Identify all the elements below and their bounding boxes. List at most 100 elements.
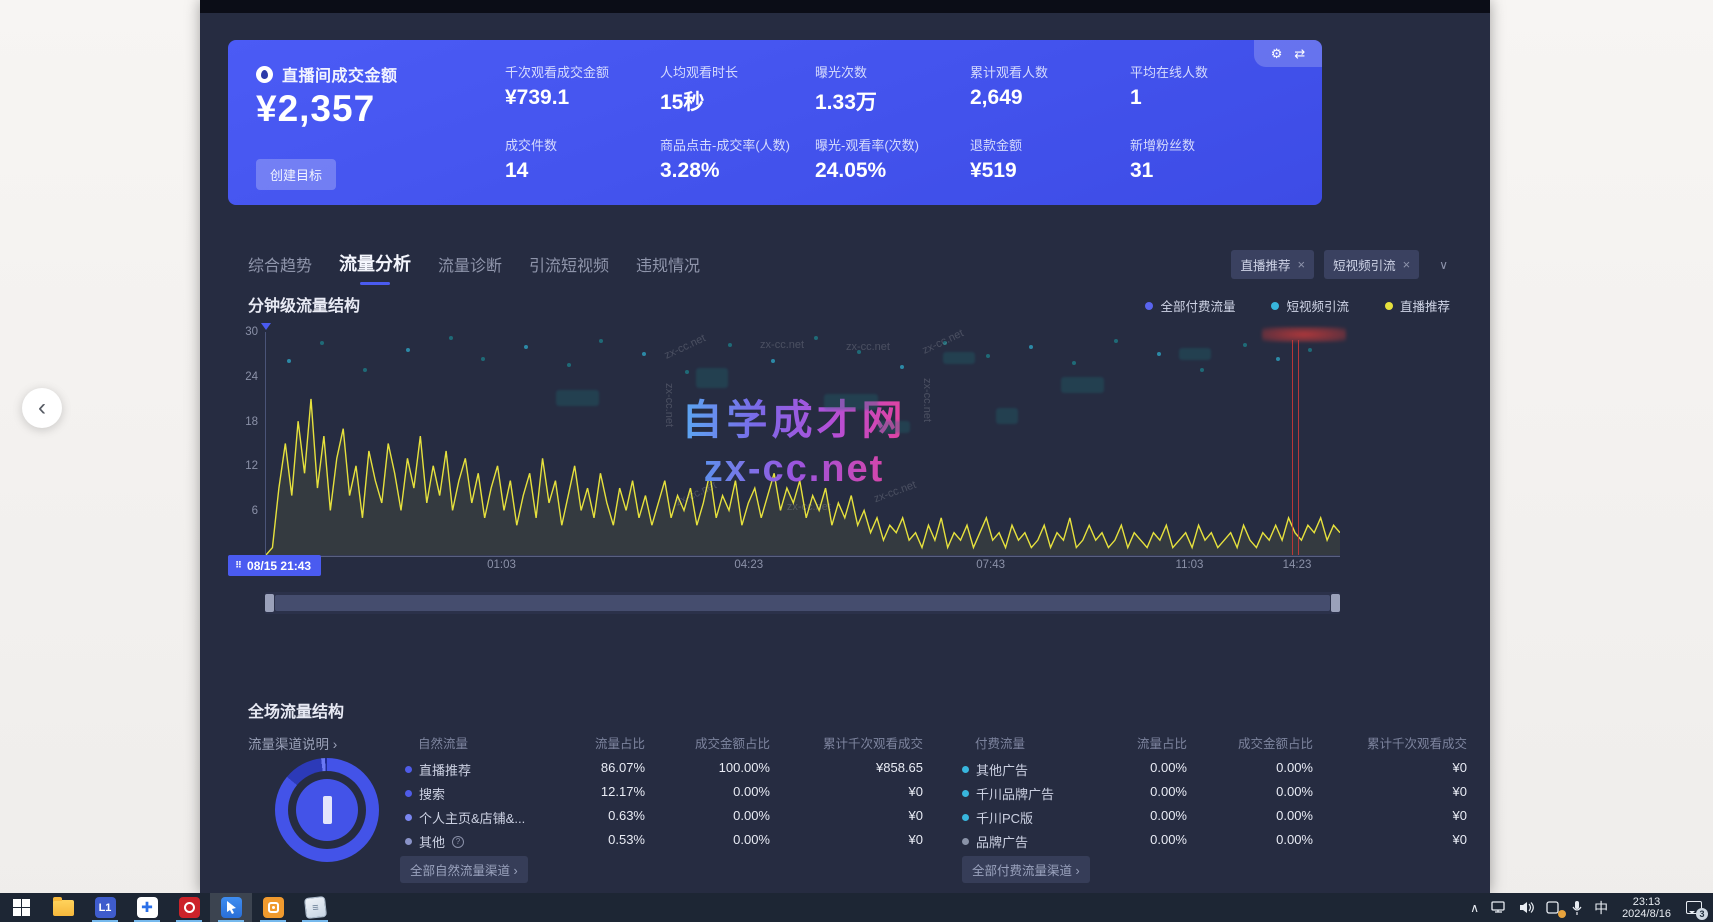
- tab-violations[interactable]: 违规情况: [636, 258, 701, 275]
- axis-marker-icon: [261, 323, 271, 335]
- folder-icon: [52, 896, 74, 916]
- close-icon[interactable]: ×: [1297, 257, 1306, 272]
- short-video-scatter-point: [942, 340, 947, 345]
- taskbar-app-browser[interactable]: [168, 893, 210, 922]
- close-icon[interactable]: ×: [1402, 257, 1411, 272]
- scrollbar-left-handle[interactable]: [265, 594, 274, 612]
- legend-live-recommend[interactable]: 直播推荐: [1384, 296, 1450, 315]
- short-video-scatter-point: [856, 349, 861, 354]
- docs-app-icon: ✚: [136, 897, 158, 918]
- table-row[interactable]: 品牌广告: [962, 832, 1028, 851]
- channel-explain-link[interactable]: 流量渠道说明 ›: [248, 737, 338, 752]
- traffic-donut-chart[interactable]: [275, 758, 379, 862]
- time-range-scrollbar[interactable]: [265, 592, 1340, 614]
- legend-short-video[interactable]: 短视频引流: [1271, 296, 1349, 315]
- taskbar-app-live-companion[interactable]: [210, 893, 252, 922]
- watermark-tile: zx-cc.net: [760, 338, 805, 351]
- artifact-blob: [878, 421, 911, 434]
- legend-paid-traffic[interactable]: 全部付费流量: [1145, 296, 1235, 315]
- short-video-scatter-point: [985, 354, 990, 359]
- info-icon[interactable]: ?: [452, 835, 465, 848]
- short-video-scatter-point: [727, 343, 732, 348]
- short-video-scatter-point: [1200, 367, 1205, 372]
- legend-dot: [1145, 301, 1154, 310]
- tab-traffic-diagnosis[interactable]: 流量诊断: [438, 258, 503, 275]
- kpi-hero-card: 直播间成交金额 ¥2,357 创建目标 ⚙ ⇄ 千次观看成交金额 ¥739.1 人…: [228, 40, 1322, 205]
- microphone-icon[interactable]: [1566, 893, 1588, 922]
- scrollbar-right-handle[interactable]: [1331, 594, 1340, 612]
- gear-icon[interactable]: ⚙: [1270, 46, 1283, 61]
- metric-cell: 曝光-观看率(次数) 24.05%: [815, 138, 919, 182]
- volume-icon[interactable]: [1513, 893, 1540, 922]
- all-natural-channels-link[interactable]: 全部自然流量渠道 ›: [400, 856, 528, 883]
- tab-overall-trend[interactable]: 综合趋势: [248, 258, 313, 275]
- artifact-blob: [1178, 347, 1212, 360]
- back-button[interactable]: ‹: [22, 388, 62, 428]
- metric-cell: 累计观看人数 2,649: [970, 65, 1049, 109]
- browser-icon: [178, 897, 200, 918]
- short-video-scatter-point: [770, 358, 775, 363]
- table-row[interactable]: 直播推荐: [405, 760, 471, 779]
- short-video-scatter-point: [1307, 347, 1312, 352]
- hero-corner-tools: ⚙ ⇄: [1254, 40, 1322, 67]
- table-row[interactable]: 千川PC版: [962, 808, 1033, 827]
- chevron-right-icon: ›: [332, 737, 338, 752]
- taskbar-app-l1[interactable]: L1: [84, 893, 126, 922]
- short-video-scatter-point: [480, 356, 485, 361]
- table-row[interactable]: 个人主页&店铺&...: [405, 808, 525, 827]
- notification-icon: [1686, 901, 1702, 914]
- notification-center[interactable]: 3: [1679, 893, 1709, 922]
- short-video-scatter-point: [566, 363, 571, 368]
- l1-app-icon: L1: [94, 897, 116, 918]
- stream-end-marker-line: [1298, 340, 1300, 555]
- table-row[interactable]: 其他广告: [962, 760, 1028, 779]
- taskbar-file-explorer[interactable]: [42, 893, 84, 922]
- range-start-handle[interactable]: ⠿ 08/15 21:43: [228, 555, 322, 576]
- short-video-scatter-point: [684, 369, 689, 374]
- taskbar-app-notepad[interactable]: ≡: [294, 893, 336, 922]
- short-video-scatter-point: [1114, 338, 1119, 343]
- x-tick-label: 01:03: [487, 559, 516, 571]
- tab-short-video[interactable]: 引流短视频: [529, 258, 610, 275]
- artifact-blob: [1060, 376, 1104, 393]
- taskbar-app-recorder[interactable]: [252, 893, 294, 922]
- range-start-time: 08/15 21:43: [247, 558, 312, 573]
- natural-traffic-header: 自然流量: [418, 737, 469, 751]
- artifact-blob: [555, 389, 599, 406]
- ime-indicator[interactable]: 中: [1594, 899, 1609, 916]
- chevron-down-icon[interactable]: ∨: [1439, 257, 1448, 272]
- x-tick-label: 04:23: [734, 559, 764, 571]
- short-video-scatter-point: [523, 345, 528, 350]
- start-button[interactable]: [0, 893, 42, 922]
- filter-chip-live-recommend[interactable]: 直播推荐 ×: [1231, 250, 1315, 279]
- short-video-scatter-point: [1028, 345, 1033, 350]
- short-video-scatter-point: [405, 347, 410, 352]
- tab-traffic-analysis[interactable]: 流量分析: [339, 250, 411, 285]
- all-paid-channels-link[interactable]: 全部付费流量渠道 ›: [962, 856, 1090, 883]
- watermark-tile: zx-cc.net: [786, 501, 831, 514]
- table-row[interactable]: 搜索: [405, 784, 445, 803]
- table-row[interactable]: 其他?: [405, 832, 465, 851]
- short-video-scatter-point: [1243, 343, 1248, 348]
- paid-traffic-header: 付费流量: [975, 737, 1026, 751]
- taskbar-clock[interactable]: 23:13 2024/8/16: [1614, 893, 1679, 922]
- app-tray-icon[interactable]: [1540, 893, 1567, 922]
- watermark-tile: zx-cc.net: [921, 378, 934, 423]
- short-video-scatter-point: [287, 358, 292, 363]
- y-tick-label: 12: [245, 460, 258, 473]
- notification-count-badge: 3: [1696, 908, 1708, 920]
- taskbar-app-docs[interactable]: ✚: [126, 893, 168, 922]
- minute-traffic-chart[interactable]: 自学成才网 zx-cc.net zx-cc.net zx-cc.net zx-cc.…: [261, 323, 1340, 556]
- clock-time: 23:13: [1632, 895, 1661, 908]
- tray-chevron-up-icon[interactable]: ∧: [1470, 900, 1480, 915]
- x-axis-labels: 01:03 04:23 07:43 11:03 14:23: [265, 559, 1340, 575]
- short-video-scatter-point: [899, 365, 904, 370]
- table-row[interactable]: 千川品牌广告: [962, 784, 1054, 803]
- network-icon[interactable]: [1485, 893, 1513, 922]
- short-video-scatter-point: [1275, 356, 1280, 361]
- filter-chip-short-video[interactable]: 短视频引流 ×: [1324, 250, 1420, 279]
- y-tick-label: 24: [245, 370, 258, 383]
- create-goal-button[interactable]: 创建目标: [256, 159, 337, 190]
- swap-icon[interactable]: ⇄: [1294, 46, 1306, 61]
- scrollbar-bar[interactable]: [275, 595, 1330, 611]
